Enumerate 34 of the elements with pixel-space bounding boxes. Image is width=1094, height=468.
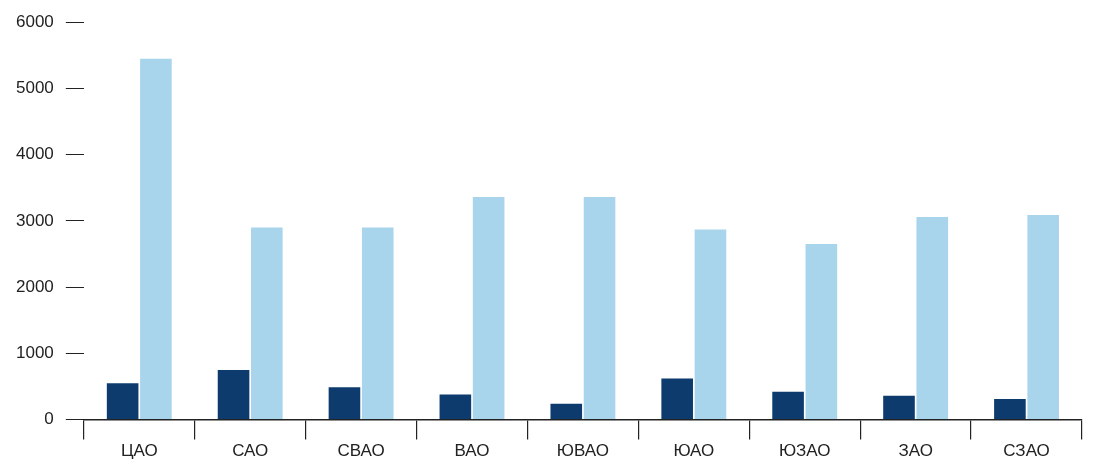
y-tick-label: 3000 [15,210,54,230]
bar [472,197,505,420]
bar [361,227,394,420]
y-tick-label: 5000 [15,78,54,98]
bar [550,403,583,420]
bar [439,394,472,420]
bar [916,216,949,420]
x-tick-label: СВАО [337,441,385,461]
bar [694,229,727,420]
bar [661,378,693,420]
y-tick-label: 0 [44,409,54,429]
bar [805,244,838,420]
y-tick-label: 1000 [15,343,54,363]
x-tick-label: ЮАО [673,441,715,461]
bar [583,197,616,420]
x-tick-label: ЮЗАО [778,441,831,461]
bar [106,383,139,420]
x-tick-label: ЦАО [120,441,158,461]
x-tick-label: ЮВАО [556,441,609,461]
bar [217,369,250,420]
y-tick-label: 6000 [15,11,54,31]
bar [772,391,804,420]
bar [140,58,172,420]
bar [328,387,361,420]
bar [1027,214,1059,420]
y-tick-label: 4000 [15,144,54,164]
bar [883,395,915,420]
bar [994,399,1026,420]
x-tick-label: ЗАО [898,441,933,461]
x-tick-label: СЗАО [1003,441,1050,461]
x-tick-label: САО [232,441,269,461]
x-tick-label: ВАО [454,441,490,461]
y-tick-label: 2000 [15,276,54,296]
bar [251,227,283,420]
